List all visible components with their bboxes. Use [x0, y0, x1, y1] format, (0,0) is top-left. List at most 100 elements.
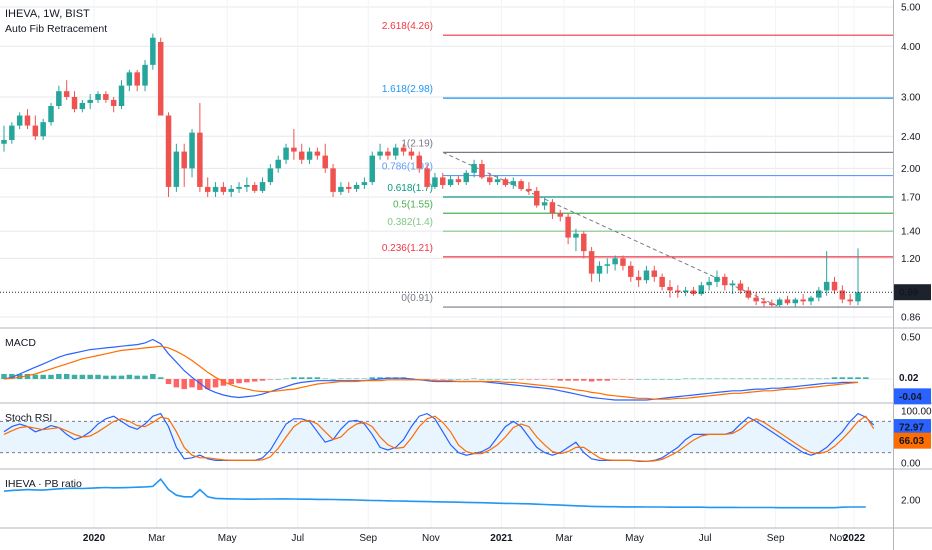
candle-body: [393, 147, 399, 156]
candle-body: [487, 177, 493, 183]
candle-body: [79, 102, 86, 110]
candle-body: [643, 270, 650, 281]
price-tag: 0.99: [899, 288, 919, 299]
candle-body: [455, 179, 462, 183]
candle-body: [48, 105, 54, 123]
fib-label: 0.618(1.7): [387, 183, 433, 194]
price-tick-label: 2.00: [901, 164, 921, 175]
candle-body: [440, 177, 446, 185]
macd-histogram-bar: [839, 377, 846, 379]
macd-histogram-bar: [808, 378, 814, 380]
candle-body: [635, 276, 642, 281]
candle-body: [24, 115, 31, 126]
time-tick-label: Sep: [359, 533, 377, 544]
macd-histogram-bar: [659, 379, 665, 380]
stoch-k-tag: 72.97: [899, 423, 924, 434]
macd-histogram-bar: [784, 378, 791, 380]
macd-histogram-bar: [769, 378, 775, 380]
macd-histogram-bar: [298, 377, 305, 379]
candle-body: [212, 186, 219, 192]
macd-tag-bg: [894, 369, 931, 386]
macd-histogram-bar: [526, 379, 532, 380]
price-tick-label: 3.00: [901, 92, 921, 103]
candle-body: [95, 94, 101, 100]
time-tick-label: Sep: [767, 533, 785, 544]
candle-body: [588, 251, 595, 274]
candle-body: [604, 264, 611, 266]
candle-body: [142, 64, 148, 86]
candle-body: [573, 233, 579, 238]
pb-tick-label: 2.00: [901, 496, 921, 507]
candle-body: [651, 270, 658, 277]
candle-body: [204, 186, 211, 192]
pb-ratio-pane: [3, 478, 866, 509]
fib-retracement: 2.618(4.26) 1.618(2.98) 1(2.19) 0.786(1.92)…: [382, 21, 893, 308]
candle-body: [753, 297, 759, 302]
macd-histogram-bar: [675, 379, 681, 380]
candle-body: [831, 281, 838, 291]
macd-histogram-bar: [494, 379, 501, 380]
candle-body: [330, 168, 336, 192]
macd-histogram-bar: [165, 379, 172, 385]
candle-body: [314, 151, 321, 156]
candle-body: [369, 155, 375, 183]
macd-histogram-bar: [1, 373, 7, 379]
macd-histogram-bar: [103, 375, 109, 379]
candle-body: [377, 151, 383, 156]
macd-histogram-bar: [338, 378, 344, 380]
macd-histogram-bar: [322, 378, 328, 380]
candle-body: [189, 132, 195, 169]
macd-histogram-bar: [56, 373, 62, 379]
candle-body: [839, 290, 846, 300]
macd-histogram-bar: [463, 379, 469, 380]
macd-histogram-bar: [761, 378, 767, 380]
candle-body: [620, 258, 626, 266]
macd-histogram-bar: [863, 377, 869, 379]
candlestick-series[interactable]: [1, 33, 861, 308]
candle-body: [722, 276, 728, 286]
candle-body: [549, 202, 556, 214]
macd-histogram-bar: [95, 374, 101, 379]
macd-histogram-bar: [16, 373, 23, 379]
candle-body: [745, 290, 752, 298]
macd-histogram-bar: [134, 375, 140, 379]
macd-histogram-bar: [110, 375, 117, 379]
candle-body: [150, 37, 156, 65]
macd-histogram-bar: [48, 374, 54, 379]
candle-body: [729, 283, 736, 286]
candle-body: [502, 179, 509, 185]
candle-body: [267, 168, 274, 183]
candle-body: [776, 299, 783, 306]
fib-label: 0.382(1.4): [387, 217, 433, 228]
stoch-tick-label: 0.00: [901, 459, 921, 470]
time-tick-label: Nov: [829, 533, 847, 544]
candle-body: [197, 132, 203, 187]
macd-histogram-bar: [612, 379, 618, 380]
candle-body: [220, 186, 227, 192]
candle-body: [737, 283, 744, 291]
candle-body: [706, 281, 712, 286]
macd-histogram-bar: [643, 379, 650, 380]
candle-body: [361, 182, 368, 185]
macd-histogram-bar: [690, 378, 697, 380]
candle-body: [659, 276, 665, 287]
candle-body: [581, 233, 587, 252]
candle-body: [110, 99, 117, 106]
time-tick-label: 2021: [490, 533, 513, 544]
macd-histogram-bar: [157, 377, 164, 379]
macd-histogram-bar: [220, 379, 227, 386]
time-tick-label: Mar: [148, 533, 166, 544]
stoch-k-tag-bg: [894, 419, 931, 436]
candle-body: [823, 281, 830, 291]
candle-body: [769, 303, 775, 306]
candle-body: [259, 182, 266, 191]
candle-body: [165, 115, 172, 187]
macd-histogram-bar: [251, 379, 258, 382]
macd-histogram-bar: [487, 379, 493, 380]
candle-body: [675, 290, 681, 293]
macd-histogram-bar: [534, 379, 540, 380]
candle-body: [251, 184, 258, 191]
macd-histogram-bar: [197, 379, 203, 390]
macd-histogram-bar: [228, 379, 234, 385]
